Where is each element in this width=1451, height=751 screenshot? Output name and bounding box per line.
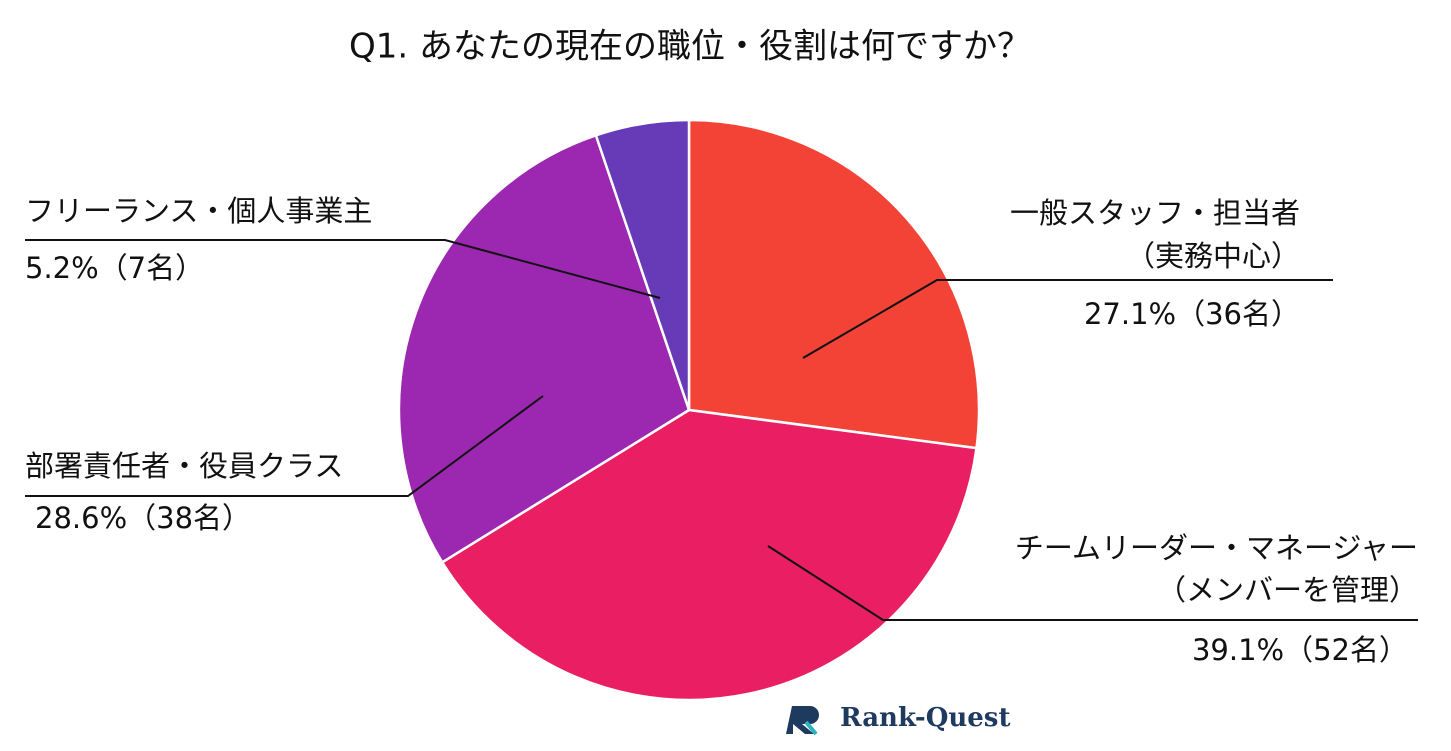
- value-label: 39.1%（52名）: [1192, 633, 1408, 667]
- slice-label: （実務中心）: [1126, 239, 1300, 273]
- value-label: 5.2%（7名）: [25, 251, 204, 285]
- slice-label: チームリーダー・マネージャー: [1015, 531, 1418, 565]
- logo: [786, 706, 819, 736]
- chart-title: Q1. あなたの現在の職位・役割は何ですか？: [349, 27, 1031, 67]
- pie-slice: [594, 118, 691, 411]
- pie-slice: [440, 408, 978, 702]
- leader-line: [25, 239, 661, 299]
- slice-label: （メンバーを管理）: [1157, 573, 1418, 607]
- value-label: 28.6%（38名）: [35, 501, 251, 535]
- slice-label: 部署責任者・役員クラス: [25, 449, 343, 483]
- value-label: 27.1%（36名）: [1084, 297, 1300, 331]
- slice-label: 一般スタッフ・担当者: [1010, 196, 1300, 230]
- pie-slice: [397, 133, 691, 565]
- slice-label: フリーランス・個人事業主: [25, 194, 372, 228]
- leader-line: [802, 279, 1333, 359]
- pie-slice: [687, 118, 981, 450]
- leader-line: [25, 395, 544, 497]
- leader-line: [767, 545, 1418, 621]
- watermark: Rank-Quest: [840, 703, 1010, 733]
